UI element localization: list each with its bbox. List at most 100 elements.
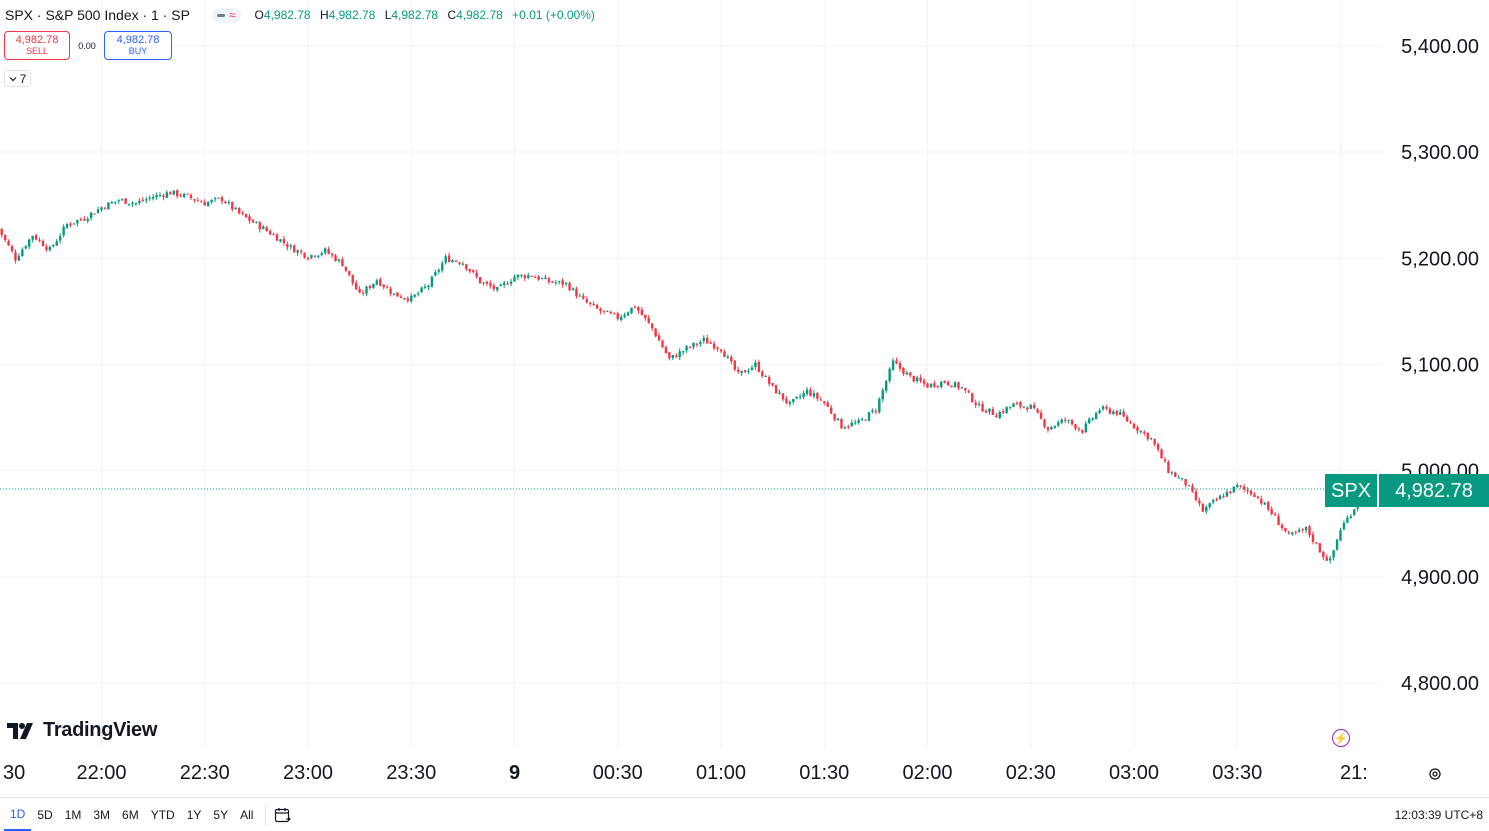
candle xyxy=(1201,502,1205,512)
candle-body xyxy=(145,199,148,201)
price-axis[interactable]: 4,800.004,900.005,000.005,100.005,200.00… xyxy=(1401,36,1479,695)
candle-body xyxy=(585,299,588,303)
candle-body xyxy=(454,260,458,262)
candle xyxy=(1150,437,1153,441)
candle xyxy=(447,252,451,263)
clock-timezone[interactable]: 12:03:39 UTC+8 xyxy=(1394,807,1483,822)
range-5y[interactable]: 5Y xyxy=(213,807,229,822)
candle-body xyxy=(7,240,10,246)
candle xyxy=(241,211,244,216)
buy-button[interactable]: 4,982.78 BUY xyxy=(104,31,172,60)
candle xyxy=(946,380,950,387)
candle xyxy=(626,311,630,317)
indicators-toggle[interactable]: 7 xyxy=(4,70,31,87)
candle-body xyxy=(926,383,929,388)
candle xyxy=(840,418,843,429)
candle-body xyxy=(895,360,898,364)
range-1d[interactable]: 1D xyxy=(4,798,32,831)
candle-body xyxy=(313,255,317,257)
candle xyxy=(681,350,685,356)
candle-body xyxy=(317,255,320,258)
range-all[interactable]: All xyxy=(240,807,254,822)
candle-body xyxy=(79,219,83,221)
candle-body xyxy=(324,248,327,253)
candle-body xyxy=(165,192,169,198)
candle xyxy=(1284,527,1287,533)
range-1m[interactable]: 1M xyxy=(64,807,82,822)
candle-body xyxy=(1088,418,1091,424)
calendar-range-icon[interactable] xyxy=(274,807,292,823)
candle-body xyxy=(664,347,668,354)
candle xyxy=(341,256,344,267)
candle-body xyxy=(602,310,606,312)
candle xyxy=(664,345,668,354)
candle xyxy=(1015,401,1019,406)
close-label: C xyxy=(447,8,457,22)
candle-body xyxy=(661,340,664,348)
candle-body xyxy=(275,234,279,241)
symbol-title[interactable]: SPX · S&P 500 Index · 1 · SP xyxy=(5,7,190,23)
range-1y[interactable]: 1Y xyxy=(186,807,202,822)
candle-body xyxy=(840,419,843,429)
price-tag-bg xyxy=(1379,474,1489,507)
candle xyxy=(227,199,231,206)
candle-body xyxy=(138,200,141,203)
candle xyxy=(1119,408,1122,416)
candle xyxy=(544,274,547,280)
candle xyxy=(1177,474,1180,479)
candle xyxy=(871,408,874,414)
candle-body xyxy=(1339,530,1342,541)
candle-body xyxy=(551,281,554,283)
candle xyxy=(644,314,647,321)
lightning-icon[interactable]: ⚡ xyxy=(1332,729,1350,747)
candle xyxy=(348,270,351,277)
candle-body xyxy=(1129,422,1132,424)
candle xyxy=(1167,460,1170,474)
range-5d[interactable]: 5D xyxy=(37,807,53,822)
sell-button[interactable]: 4,982.78 SELL xyxy=(4,31,70,60)
candle-body xyxy=(1335,539,1339,550)
candle-body xyxy=(217,197,220,199)
tradingview-logo[interactable]: TradingView xyxy=(7,719,157,742)
chevron-down-icon xyxy=(9,76,17,81)
candle xyxy=(1222,493,1225,499)
candle xyxy=(1026,406,1029,413)
range-6m[interactable]: 6M xyxy=(122,807,139,822)
candle xyxy=(310,254,313,260)
candle xyxy=(843,425,847,430)
gear-icon[interactable] xyxy=(1428,767,1442,784)
candle xyxy=(1153,438,1156,447)
candle xyxy=(819,396,823,402)
candle-body xyxy=(10,246,14,252)
candle-body xyxy=(282,238,286,244)
candle xyxy=(1112,409,1115,415)
candle-body xyxy=(482,282,485,284)
candle xyxy=(881,387,884,403)
candle-body xyxy=(441,263,444,271)
candle-body xyxy=(262,226,265,230)
candle-body xyxy=(527,275,530,279)
candle-body xyxy=(871,410,874,412)
candle-body xyxy=(31,235,34,240)
candle-body xyxy=(850,422,853,427)
candle-body xyxy=(688,346,692,348)
candle xyxy=(1029,404,1032,410)
candle xyxy=(523,273,527,282)
candle-body xyxy=(472,270,475,272)
candle xyxy=(888,367,891,384)
candle xyxy=(1270,506,1273,516)
symbol-tag: SPX xyxy=(1331,480,1371,502)
candle-body xyxy=(671,354,675,359)
candle xyxy=(117,199,120,205)
candle xyxy=(912,375,915,383)
range-3m[interactable]: 3M xyxy=(93,807,111,822)
range-ytd[interactable]: YTD xyxy=(150,807,175,822)
candle xyxy=(416,291,420,297)
time-axis[interactable]: 30 22:00 22:30 23:00 23:30 9 00:30 01:00 01:30 02… xyxy=(3,762,1368,784)
candle-body xyxy=(1150,438,1153,440)
candle xyxy=(62,224,65,238)
candle-body xyxy=(1177,477,1180,479)
market-status-pill[interactable]: ≈ xyxy=(211,7,241,23)
candle-body xyxy=(1349,516,1353,518)
